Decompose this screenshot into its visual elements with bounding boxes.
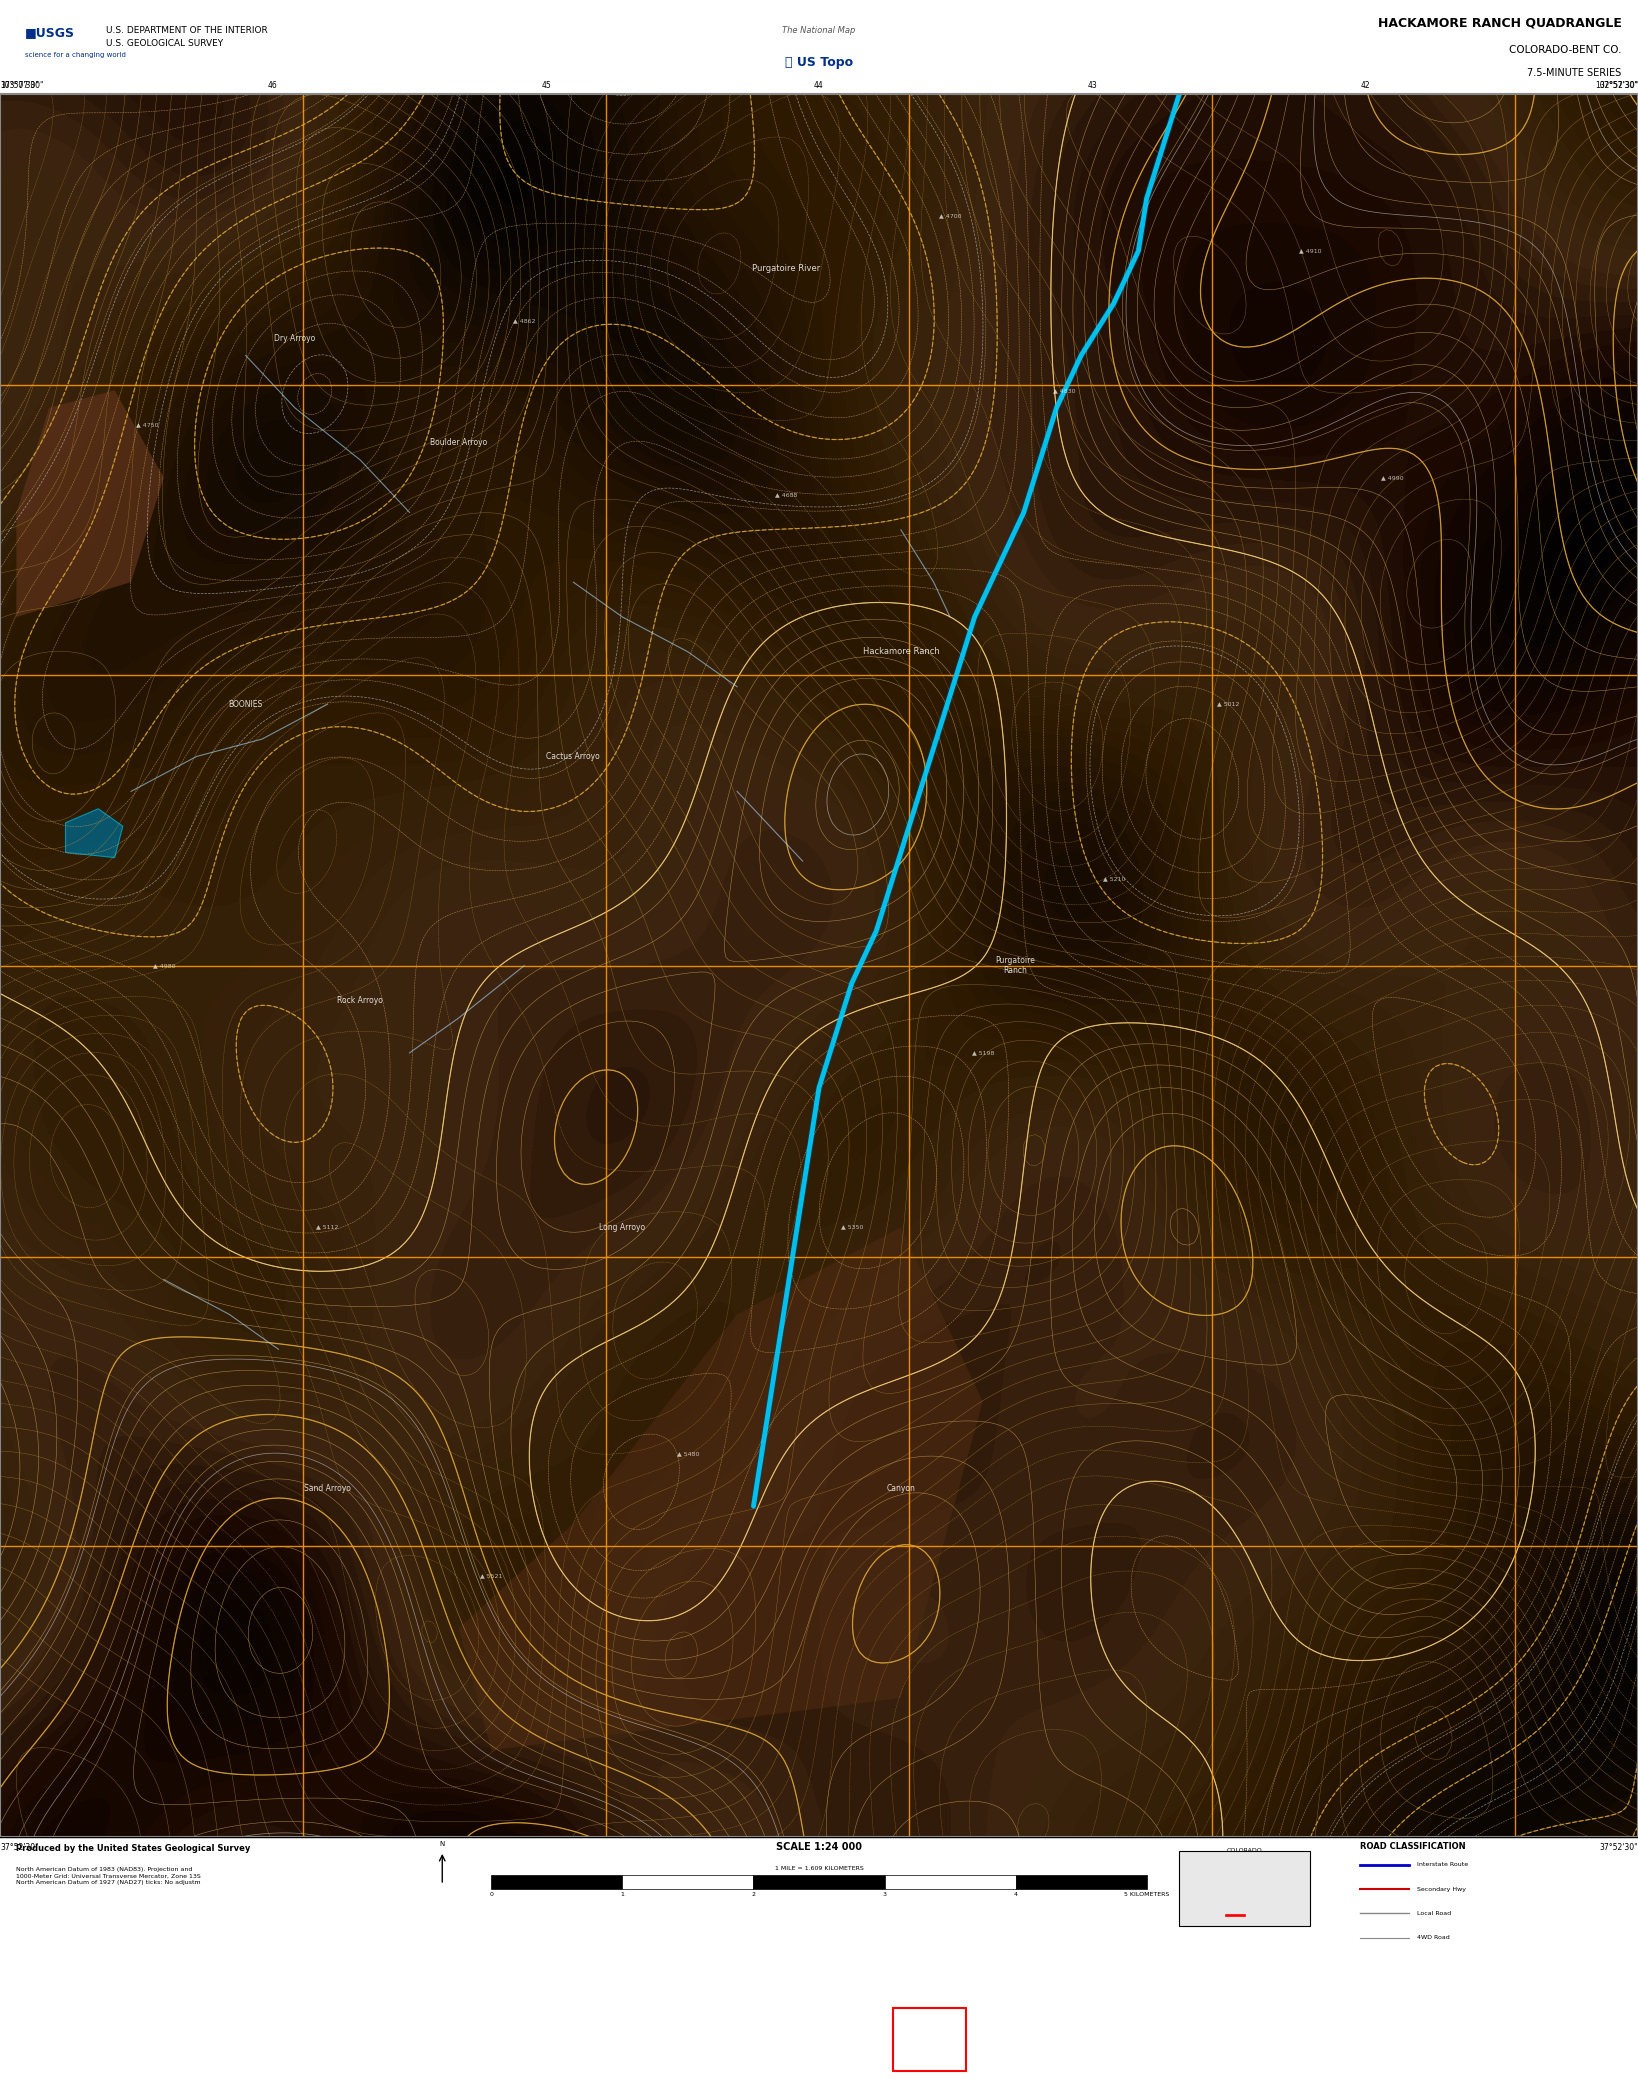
Text: 1: 1	[621, 1892, 624, 1896]
Text: North American Datum of 1983 (NAD83). Projection and
1000-Meter Grid: Universal : North American Datum of 1983 (NAD83). Pr…	[16, 1867, 201, 1885]
Text: 7.5-MINUTE SERIES: 7.5-MINUTE SERIES	[1527, 67, 1622, 77]
Bar	[885, 1875, 1016, 1890]
Text: ▲ 4700: ▲ 4700	[939, 213, 962, 219]
Text: BOONIES: BOONIES	[229, 699, 262, 708]
Text: N: N	[439, 1842, 446, 1848]
Text: 0: 0	[490, 1892, 493, 1896]
Text: ▲ 4688: ▲ 4688	[775, 493, 798, 497]
Text: Hackamore Ranch: Hackamore Ranch	[863, 647, 939, 656]
Text: 🗺 US Topo: 🗺 US Topo	[785, 56, 853, 69]
Text: 37°52'30": 37°52'30"	[0, 1844, 39, 1852]
Text: 42: 42	[1360, 81, 1369, 90]
Text: Canyon: Canyon	[886, 1485, 916, 1493]
Text: science for a changing world: science for a changing world	[25, 52, 126, 58]
Text: COLORADO: COLORADO	[1227, 1848, 1263, 1854]
Text: 4WD Road: 4WD Road	[1417, 1936, 1450, 1940]
Text: 5 KILOMETERS: 5 KILOMETERS	[1124, 1892, 1170, 1896]
Text: SCALE 1:24 000: SCALE 1:24 000	[776, 1842, 862, 1852]
Bar	[1179, 1852, 1310, 1925]
Text: ▲ 4980: ▲ 4980	[152, 963, 175, 969]
Bar	[753, 1875, 885, 1890]
Text: Purgatoire
Ranch: Purgatoire Ranch	[996, 956, 1035, 975]
Text: ▲ 4990: ▲ 4990	[1381, 476, 1404, 480]
Text: 1 MILE = 1.609 KILOMETERS: 1 MILE = 1.609 KILOMETERS	[775, 1867, 863, 1871]
Text: ▲ 5521: ▲ 5521	[480, 1574, 503, 1579]
Text: 37°52'30": 37°52'30"	[1599, 1844, 1638, 1852]
Bar	[622, 1875, 753, 1890]
Text: COLORADO-BENT CO.: COLORADO-BENT CO.	[1509, 46, 1622, 54]
Text: ▲ 5350: ▲ 5350	[840, 1226, 863, 1230]
Text: 43: 43	[1088, 81, 1097, 90]
Polygon shape	[459, 1228, 983, 1750]
Text: ▲ 5012: ▲ 5012	[1217, 702, 1240, 706]
Text: U.S. DEPARTMENT OF THE INTERIOR
U.S. GEOLOGICAL SURVEY: U.S. DEPARTMENT OF THE INTERIOR U.S. GEO…	[106, 27, 269, 48]
Text: 4: 4	[1014, 1892, 1017, 1896]
Text: Purgatoire River: Purgatoire River	[752, 263, 821, 274]
Text: Interstate Route: Interstate Route	[1417, 1862, 1468, 1867]
Text: 103°07'30": 103°07'30"	[0, 71, 44, 90]
Text: 3: 3	[883, 1892, 886, 1896]
Text: ▲ 5198: ▲ 5198	[971, 1050, 994, 1054]
Text: 45: 45	[541, 81, 550, 90]
Text: ■USGS: ■USGS	[25, 27, 75, 40]
Text: Sand Arroyo: Sand Arroyo	[305, 1485, 351, 1493]
Bar	[1225, 1915, 1245, 1917]
Bar	[16, 10, 131, 86]
Text: ROAD CLASSIFICATION: ROAD CLASSIFICATION	[1360, 1842, 1464, 1850]
Text: The National Map: The National Map	[783, 27, 855, 35]
Polygon shape	[16, 390, 164, 618]
Text: ▲ 4910: ▲ 4910	[1299, 248, 1322, 253]
Text: ▲ 5112: ▲ 5112	[316, 1226, 339, 1230]
Text: Rock Arroyo: Rock Arroyo	[337, 996, 383, 1004]
Bar	[491, 1875, 622, 1890]
Text: 37°57'30": 37°57'30"	[1599, 81, 1638, 90]
Text: Local Road: Local Road	[1417, 1911, 1451, 1917]
Polygon shape	[66, 808, 123, 858]
Text: Boulder Arroyo: Boulder Arroyo	[431, 438, 486, 447]
Text: ▲ 5210: ▲ 5210	[1102, 877, 1125, 881]
Text: Secondary Hwy: Secondary Hwy	[1417, 1888, 1466, 1892]
Bar	[1016, 1875, 1147, 1890]
Text: ▲ 5480: ▲ 5480	[676, 1451, 699, 1455]
Text: 37°57'30": 37°57'30"	[0, 81, 39, 90]
Text: Long Arroyo: Long Arroyo	[600, 1224, 645, 1232]
Text: HACKAMORE RANCH QUADRANGLE: HACKAMORE RANCH QUADRANGLE	[1378, 17, 1622, 29]
Text: 44: 44	[814, 81, 824, 90]
Text: ▲ 4862: ▲ 4862	[513, 317, 536, 324]
Text: 102°52'30": 102°52'30"	[1595, 81, 1638, 90]
Text: 46: 46	[269, 81, 278, 90]
Text: ▲ 4830: ▲ 4830	[1053, 388, 1076, 393]
Bar	[893, 2009, 966, 2071]
Text: Dry Arroyo: Dry Arroyo	[274, 334, 316, 342]
Text: 2: 2	[752, 1892, 755, 1896]
Text: Cactus Arroyo: Cactus Arroyo	[547, 752, 600, 760]
Text: ▲ 4750: ▲ 4750	[136, 422, 159, 428]
Text: Produced by the United States Geological Survey: Produced by the United States Geological…	[16, 1844, 251, 1854]
